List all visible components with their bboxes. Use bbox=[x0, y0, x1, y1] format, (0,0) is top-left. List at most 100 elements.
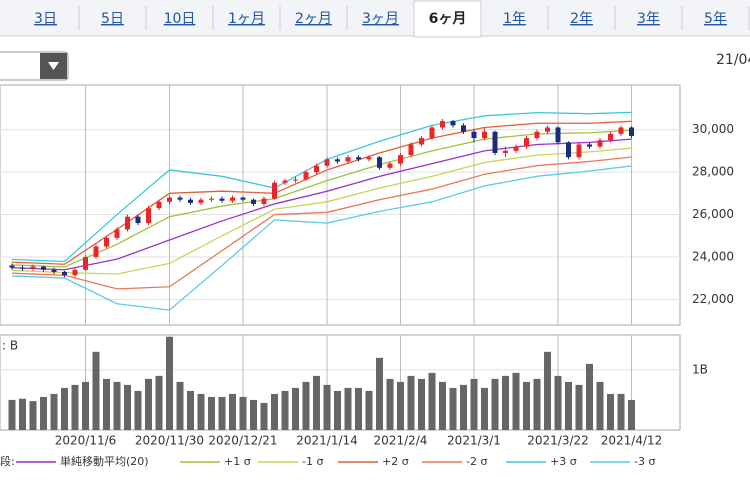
tabs: 3日 5日 10日 1ヶ月 2ヶ月 3ヶ月 6ヶ月 1年 2年 3年 5年 bbox=[34, 0, 750, 38]
candle-body bbox=[345, 157, 351, 162]
candle-body bbox=[450, 121, 456, 126]
candle-body bbox=[429, 127, 435, 139]
volume-bar bbox=[533, 378, 541, 430]
candle-body bbox=[282, 180, 288, 183]
candle-body bbox=[198, 199, 204, 203]
tab[interactable]: 3年 bbox=[637, 11, 660, 27]
candle-body bbox=[114, 229, 120, 238]
candle-body bbox=[356, 157, 361, 160]
y-tick-label: 26,000 bbox=[692, 207, 734, 221]
volume-bar bbox=[565, 381, 572, 430]
volume-bar bbox=[239, 396, 247, 430]
volume-bar bbox=[208, 396, 215, 430]
candle-body bbox=[251, 199, 256, 204]
candle-body bbox=[62, 271, 67, 276]
volume-bar bbox=[407, 375, 415, 430]
candle-body bbox=[93, 246, 99, 258]
y-tick-label: 24,000 bbox=[692, 250, 734, 264]
candle-body bbox=[41, 266, 46, 270]
candle-body bbox=[167, 197, 172, 202]
volume-bar bbox=[271, 393, 278, 430]
volume-bar bbox=[61, 387, 68, 430]
candle-body bbox=[555, 127, 561, 143]
candle-body bbox=[20, 267, 25, 269]
tab[interactable]: 2ヶ月 bbox=[295, 11, 332, 27]
candle-body bbox=[576, 144, 582, 158]
candle-body bbox=[503, 150, 508, 153]
candle-body bbox=[125, 216, 130, 230]
volume-bar bbox=[418, 378, 425, 430]
volume-bar bbox=[40, 396, 47, 430]
x-tick-label: 2021/3/22 bbox=[527, 434, 589, 448]
candle-body bbox=[261, 198, 267, 204]
legend-label: -3 σ bbox=[634, 455, 655, 468]
candle-body bbox=[566, 142, 571, 158]
candle-body bbox=[230, 197, 235, 201]
candle-body bbox=[240, 197, 246, 200]
tab-bar bbox=[0, 0, 750, 36]
candle-body bbox=[608, 133, 613, 141]
volume-bar bbox=[218, 396, 226, 430]
band-line bbox=[11, 156, 632, 290]
volume-bar bbox=[544, 351, 551, 430]
candle-body bbox=[545, 127, 550, 132]
volume-bar bbox=[596, 381, 604, 430]
band-line bbox=[11, 147, 632, 275]
legend-label: 単純移動平均(20) bbox=[60, 454, 149, 468]
legend-label: -1 σ bbox=[302, 455, 323, 468]
volume-bar bbox=[50, 393, 58, 430]
candle-body bbox=[629, 127, 634, 136]
y-tick-label: 28,000 bbox=[692, 165, 734, 179]
volume-bar bbox=[512, 372, 520, 430]
volume-bar bbox=[428, 372, 436, 430]
legend-prefix: 段: bbox=[0, 454, 15, 468]
tab[interactable]: 1年 bbox=[503, 11, 526, 27]
candle-body bbox=[314, 165, 319, 173]
volume-bar bbox=[145, 378, 152, 430]
active-tab bbox=[413, 0, 482, 38]
volume-bar bbox=[355, 387, 362, 430]
tab[interactable]: 6ヶ月 bbox=[429, 11, 467, 27]
tab[interactable]: 2年 bbox=[570, 11, 593, 27]
volume-bar bbox=[8, 399, 16, 430]
tab[interactable]: 3日 bbox=[34, 11, 57, 27]
volume-bar bbox=[470, 378, 478, 430]
x-tick-label: 2020/11/6 bbox=[55, 434, 117, 448]
candle-body bbox=[377, 157, 382, 168]
volume-bar bbox=[166, 336, 173, 430]
volume-bar bbox=[281, 390, 289, 430]
volume-bar bbox=[260, 402, 268, 430]
band-line bbox=[11, 129, 632, 268]
y-tick-label: 22,000 bbox=[692, 292, 734, 306]
candle-body bbox=[587, 144, 592, 147]
candle-body bbox=[366, 157, 372, 160]
candle-body bbox=[188, 199, 193, 203]
candle-body bbox=[135, 216, 141, 224]
candle-body bbox=[156, 201, 162, 209]
tab[interactable]: 5年 bbox=[704, 11, 727, 27]
volume-bar bbox=[29, 401, 37, 430]
volume-bar bbox=[502, 375, 509, 430]
date-label: 21/04 bbox=[716, 52, 750, 68]
volume-bar bbox=[197, 393, 205, 430]
volume-bar bbox=[460, 384, 467, 430]
tab[interactable]: 5日 bbox=[101, 11, 124, 27]
volume-bar bbox=[397, 381, 404, 430]
volume-bar bbox=[481, 387, 488, 430]
x-tick-label: 2021/1/14 bbox=[296, 434, 358, 448]
candle-body bbox=[618, 127, 624, 134]
tab[interactable]: 10日 bbox=[164, 11, 196, 27]
candle-body bbox=[408, 144, 414, 156]
volume-bar bbox=[617, 393, 625, 430]
tab[interactable]: 1ヶ月 bbox=[228, 11, 265, 27]
candle-body bbox=[335, 159, 340, 162]
y-tick-label: 1B bbox=[692, 362, 708, 376]
volume-bar bbox=[439, 381, 446, 430]
tab[interactable]: 3ヶ月 bbox=[362, 11, 399, 27]
dropdown-arrow bbox=[48, 62, 59, 70]
candle-body bbox=[83, 257, 88, 270]
candle-body bbox=[293, 179, 298, 181]
x-tick-label: 2020/11/30 bbox=[135, 434, 204, 448]
volume-bar bbox=[82, 381, 89, 430]
